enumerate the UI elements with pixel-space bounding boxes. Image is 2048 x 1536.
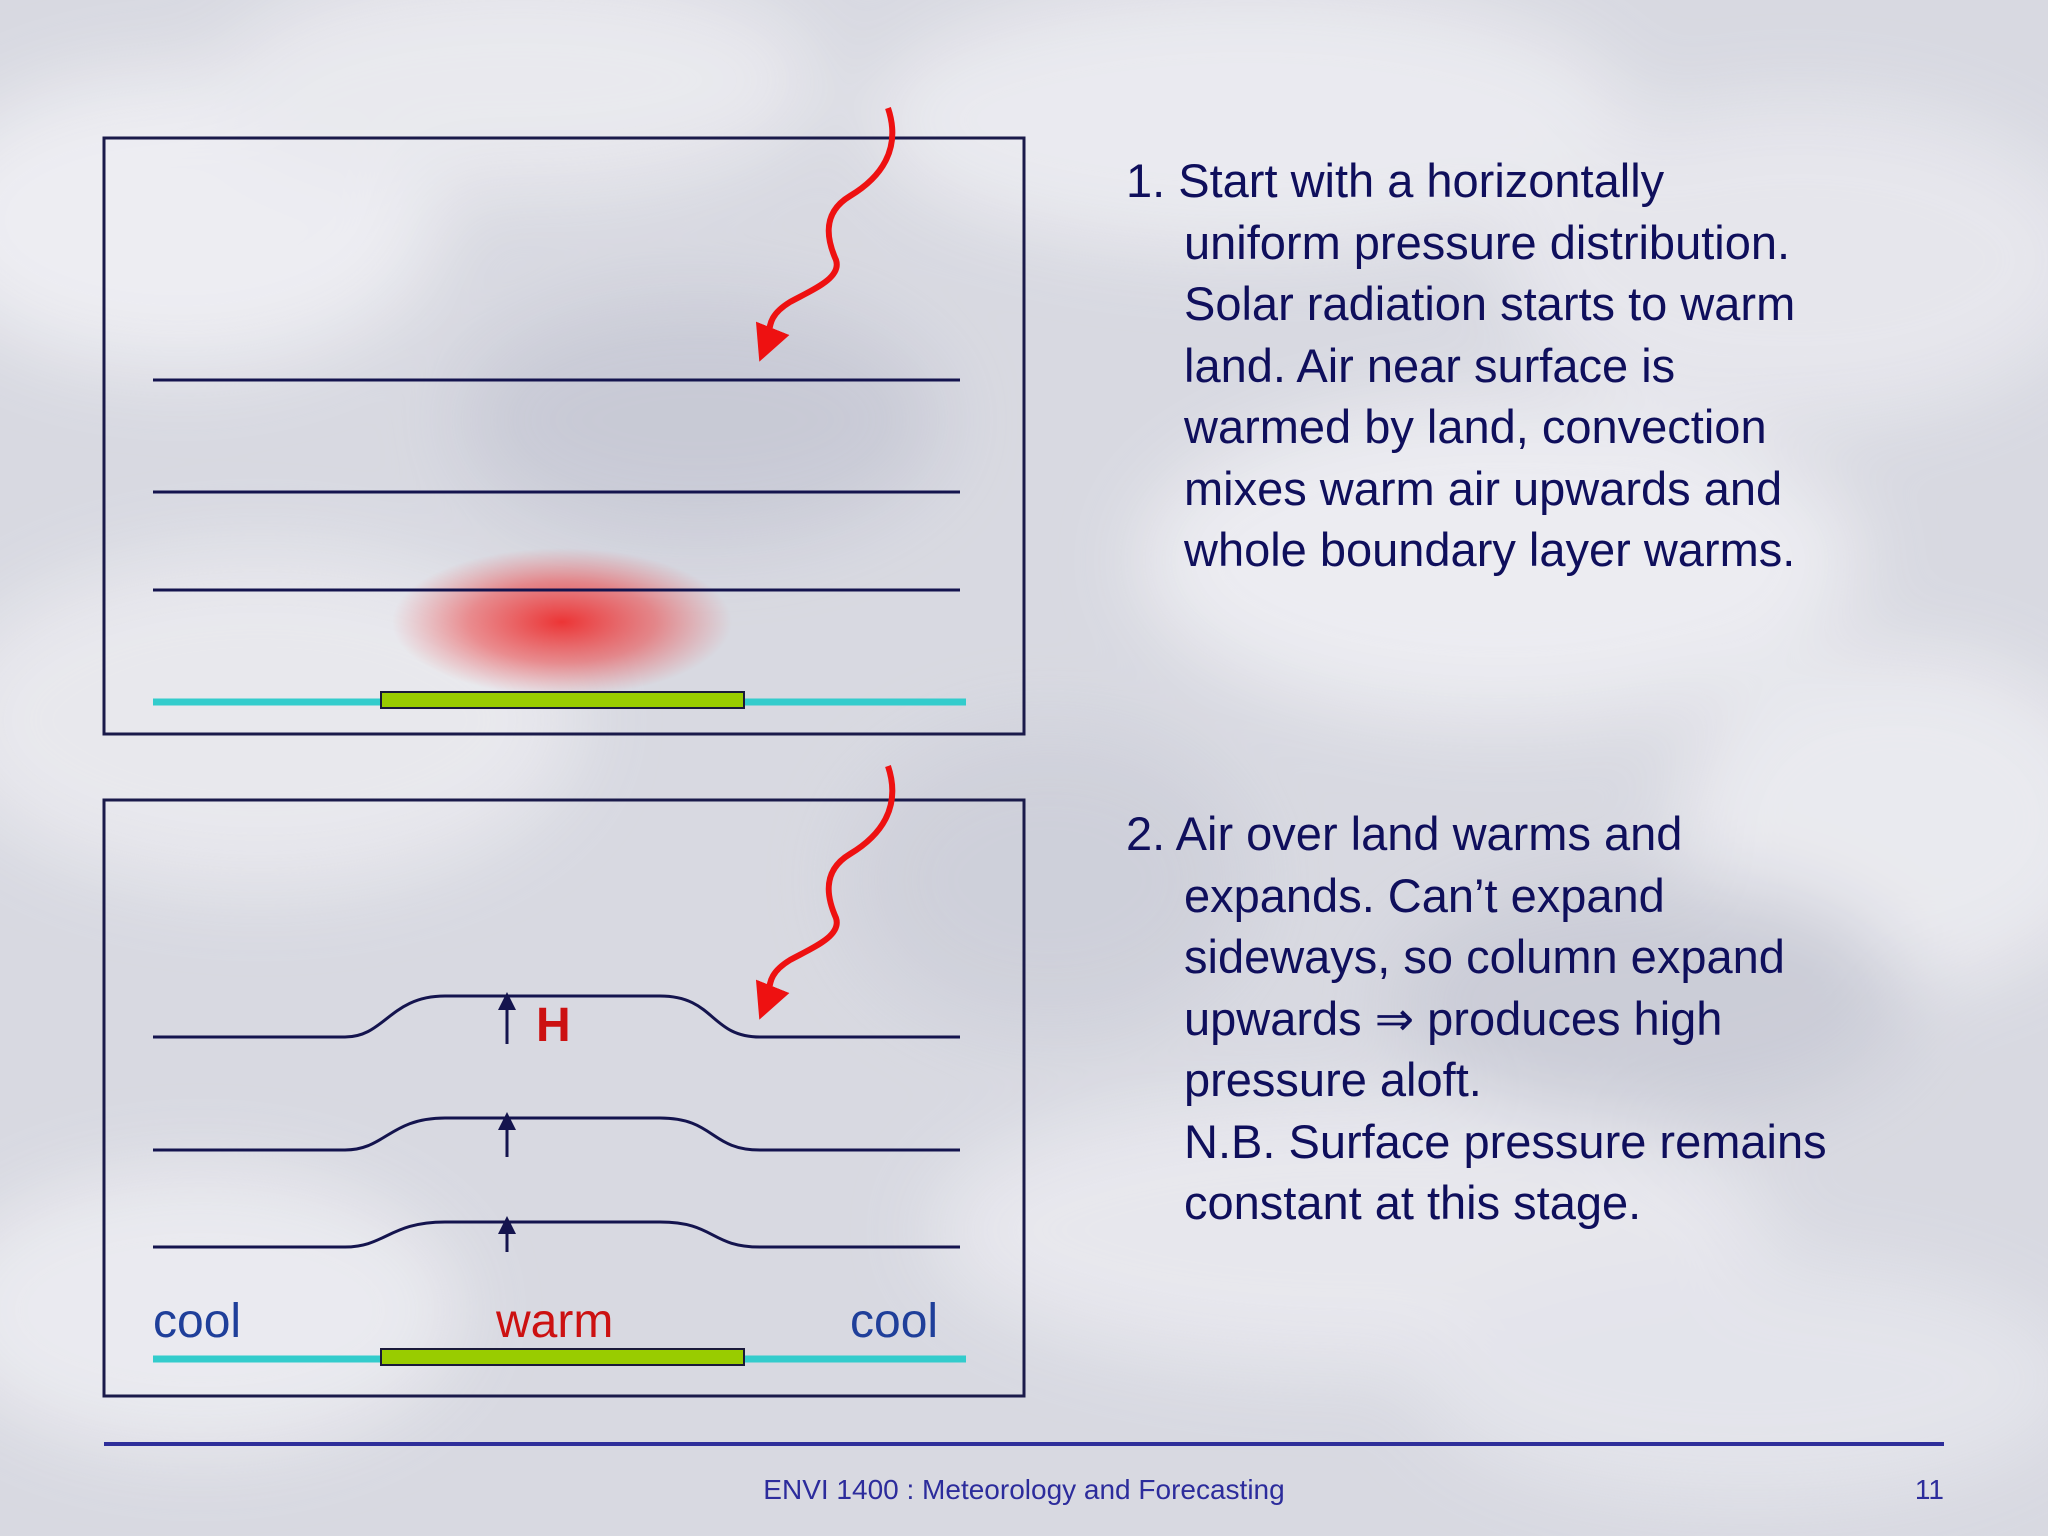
high-pressure-label: H [536, 999, 571, 1052]
isobar [153, 994, 960, 1039]
step-1-line: mixes warm air upwards and [1184, 461, 1783, 515]
step-2-line: constant at this stage. [1184, 1176, 1642, 1229]
slide-number: 11 [1914, 1474, 1944, 1505]
cool-label-right: cool [850, 1295, 939, 1348]
step-2-line: pressure aloft. [1184, 1053, 1482, 1106]
step-1-line: 1. Start with a horizontally [1126, 154, 1665, 207]
panel-frame [102, 798, 1026, 1398]
cool-label-left: cool [153, 1295, 242, 1348]
step-2-line: upwards ⇒ produces high [1184, 991, 1723, 1045]
warm-label: warm [496, 1295, 614, 1348]
step-2-line: expands. Can’t expand [1184, 868, 1665, 922]
land-strip [380, 691, 745, 709]
panel-frame [102, 136, 1026, 736]
footer-course-title: ENVI 1400 : Meteorology and Forecasting [763, 1474, 1285, 1505]
step-2-text: 2. Air over land warms and expands. Can’… [1126, 803, 2026, 1234]
isobar [153, 1116, 960, 1152]
step-1-line: land. Air near surface is [1184, 338, 1676, 392]
land-strip [380, 1348, 745, 1366]
panel-high-pressure-aloft [102, 765, 1026, 1398]
panel-uniform-pressure [102, 107, 1026, 736]
step-2-line: sideways, so column expand [1184, 930, 1785, 983]
solar-radiation-arrow-icon [755, 765, 896, 1020]
step-2-line: N.B. Surface pressure remains [1184, 1114, 1827, 1168]
step-1-line: warmed by land, convection [1184, 400, 1767, 453]
step-1-line: whole boundary layer warms. [1184, 523, 1796, 576]
warm-air-glow [392, 548, 732, 696]
isobar [153, 1220, 960, 1249]
solar-radiation-arrow-icon [755, 107, 896, 362]
step-1-text: 1. Start with a horizontally uniform pre… [1126, 150, 2026, 581]
step-1-line: uniform pressure distribution. [1184, 215, 1791, 269]
step-2-line: 2. Air over land warms and [1126, 807, 1683, 860]
step-1-line: Solar radiation starts to warm [1184, 277, 1796, 330]
footer-divider [104, 1442, 1944, 1446]
